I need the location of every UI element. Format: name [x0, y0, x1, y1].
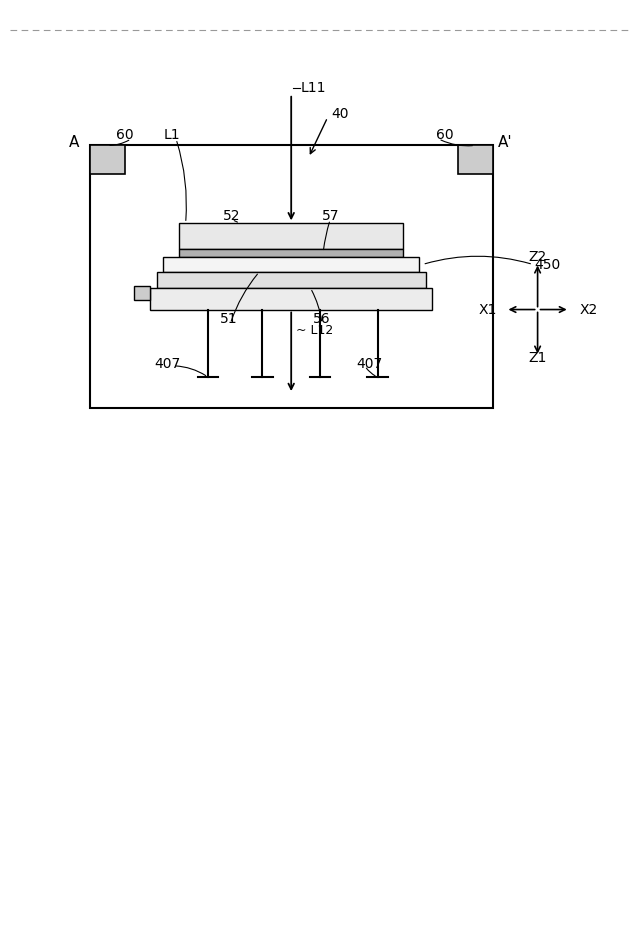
Text: 60: 60: [116, 129, 134, 142]
Text: 40: 40: [332, 108, 349, 121]
Bar: [90, 145, 493, 408]
Text: L1: L1: [163, 129, 180, 142]
Text: Z2: Z2: [529, 250, 547, 264]
Text: L11: L11: [301, 82, 326, 95]
Text: 51: 51: [220, 312, 238, 325]
Text: 56: 56: [313, 312, 331, 325]
Bar: [163, 257, 419, 272]
Text: ~ L12: ~ L12: [296, 324, 333, 337]
Bar: [157, 272, 426, 288]
Text: 60: 60: [436, 129, 454, 142]
Text: A': A': [499, 135, 513, 150]
Text: X1: X1: [478, 303, 497, 316]
Text: A: A: [68, 135, 79, 150]
Bar: [179, 249, 403, 257]
Text: 407: 407: [154, 357, 181, 371]
Bar: [179, 223, 403, 249]
Text: Z1: Z1: [529, 352, 547, 365]
Text: 450: 450: [534, 258, 561, 271]
Bar: [150, 288, 432, 310]
Bar: [90, 145, 125, 174]
Text: X2: X2: [580, 303, 598, 316]
Text: 57: 57: [321, 209, 339, 222]
Text: 52: 52: [223, 209, 241, 222]
Bar: [458, 145, 493, 174]
Text: 407: 407: [356, 357, 383, 371]
Bar: [134, 286, 150, 300]
